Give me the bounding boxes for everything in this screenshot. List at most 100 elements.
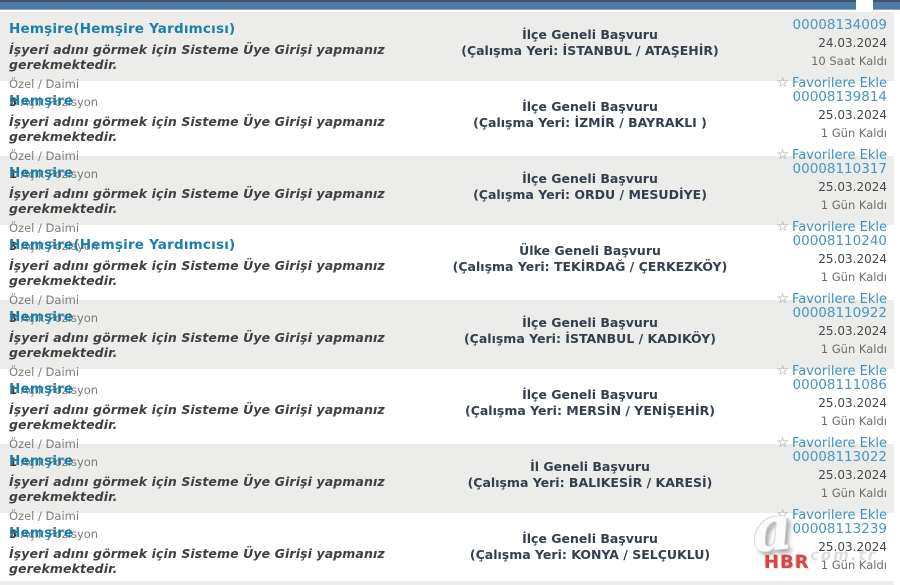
open-positions: 3 Açık Pozisyon: [9, 311, 425, 325]
application-scope: İlçe Geneli Başvuru: [522, 171, 658, 186]
workplace-location: (Çalışma Yeri: ORDU / MESUDİYE): [473, 186, 707, 202]
login-required-notice: İşyeri adını görmek için Sisteme Üye Gir…: [9, 330, 385, 360]
job-title-link[interactable]: Hemşire: [9, 309, 74, 325]
open-positions: 1 Açık Pozisyon: [9, 383, 425, 397]
time-remaining: 1 Gün Kaldı: [820, 414, 887, 428]
favorites-label: Favorilere Ekle: [791, 436, 887, 451]
open-positions-label: Açık Pozisyon: [20, 95, 99, 109]
open-positions-label: Açık Pozisyon: [20, 455, 99, 469]
job-id-link[interactable]: 00008113239: [792, 521, 887, 537]
star-icon: ☆: [776, 291, 789, 307]
job-title-link[interactable]: Hemşire(Hemşire Yardımcısı): [9, 21, 236, 37]
job-id-link[interactable]: 00008113022: [792, 449, 887, 465]
add-to-favorites-link[interactable]: ☆Favorilere Ekle: [776, 147, 887, 163]
star-icon: ☆: [776, 363, 789, 379]
workplace-location: (Çalışma Yeri: İSTANBUL / KADIKÖY): [463, 330, 717, 346]
job-info-column: Hemşire(Hemşire Yardımcısı) İşyeri adını…: [0, 12, 425, 109]
open-positions-count: 1: [9, 167, 18, 181]
next-row-peek: [0, 581, 894, 585]
job-title-link[interactable]: Hemşire: [9, 165, 74, 181]
open-positions-count: 5: [9, 95, 18, 109]
add-to-favorites-link[interactable]: ☆Favorilere Ekle: [776, 291, 887, 307]
application-scope: İlçe Geneli Başvuru: [522, 27, 658, 42]
workplace-location: (Çalışma Yeri: TEKİRDAĞ / ÇERKEZKÖY): [452, 258, 728, 274]
job-info-column: Hemşire(Hemşire Yardımcısı) İşyeri adını…: [0, 228, 425, 325]
time-remaining: 1 Gün Kaldı: [820, 126, 887, 140]
open-positions-count: 3: [9, 311, 18, 325]
job-title-link[interactable]: Hemşire: [9, 381, 74, 397]
listing-date: 25.03.2024: [818, 540, 887, 554]
header-bar-gap: [856, 0, 873, 10]
login-required-notice: İşyeri adını görmek için Sisteme Üye Gir…: [9, 546, 385, 576]
login-required-notice: İşyeri adını görmek için Sisteme Üye Gir…: [9, 474, 385, 504]
add-to-favorites-link[interactable]: ☆Favorilere Ekle: [776, 507, 887, 523]
job-info-column: Hemşire İşyeri adını görmek için Sisteme…: [0, 444, 425, 541]
application-scope: İlçe Geneli Başvuru: [522, 99, 658, 114]
listing-date: 24.03.2024: [818, 36, 887, 50]
job-title-link[interactable]: Hemşire: [9, 525, 74, 541]
workplace-location: (Çalışma Yeri: İSTANBUL / ATAŞEHİR): [461, 42, 719, 58]
header-bar: [0, 0, 900, 10]
listing-meta-column: 00008110922 25.03.2024 1 Gün Kaldı ☆ Favo…: [755, 300, 894, 379]
job-id-link[interactable]: 00008139814: [792, 89, 887, 105]
open-positions: 1 Açık Pozisyon: [9, 455, 425, 469]
open-positions-label: Açık Pozisyon: [20, 239, 99, 253]
open-positions-label: Açık Pozisyon: [20, 383, 99, 397]
job-title-link[interactable]: Hemşire: [9, 93, 74, 109]
job-title-link[interactable]: Hemşire(Hemşire Yardımcısı): [9, 237, 236, 253]
open-positions-count: 3: [9, 239, 18, 253]
job-id-link[interactable]: 00008110317: [792, 161, 887, 177]
job-id-link[interactable]: 00008110922: [792, 305, 887, 321]
job-id-link[interactable]: 00008110240: [792, 233, 887, 249]
favorites-label: Favorilere Ekle: [791, 76, 887, 91]
star-icon: ☆: [776, 75, 789, 91]
listing-date: 25.03.2024: [818, 324, 887, 338]
login-required-notice: İşyeri adını görmek için Sisteme Üye Gir…: [9, 114, 385, 144]
job-listing-row: Hemşire İşyeri adını görmek için Sisteme…: [0, 156, 894, 253]
open-positions-count: 1: [9, 383, 18, 397]
time-remaining: 10 Saat Kaldı: [811, 54, 887, 68]
application-column: İlçe Geneli Başvuru (Çalışma Yeri: ORDU …: [425, 156, 755, 202]
job-listing-row: Hemşire İşyeri adını görmek için Sisteme…: [0, 84, 894, 181]
application-scope: İlçe Geneli Başvuru: [522, 387, 658, 402]
job-listing-row: Hemşire İşyeri adını görmek için Sisteme…: [0, 444, 894, 541]
job-type-label: Özel / Daimi: [9, 221, 80, 235]
add-to-favorites-link[interactable]: ☆Favorilere Ekle: [776, 75, 887, 91]
add-to-favorites-link[interactable]: ☆Favorilere Ekle: [776, 435, 887, 451]
open-positions: 5 Açık Pozisyon: [9, 527, 425, 541]
workplace-location: (Çalışma Yeri: BALIKESİR / KARESİ): [467, 474, 713, 490]
open-positions-count: 5: [9, 527, 18, 541]
open-positions-count: 1: [9, 455, 18, 469]
favorites-label: Favorilere Ekle: [791, 148, 887, 163]
add-to-favorites-link[interactable]: ☆Favorilere Ekle: [776, 219, 887, 235]
login-required-notice: İşyeri adını görmek için Sisteme Üye Gir…: [9, 186, 385, 216]
job-info-column: Hemşire İşyeri adını görmek için Sisteme…: [0, 516, 425, 585]
favorites-label: Favorilere Ekle: [791, 220, 887, 235]
application-column: İlçe Geneli Başvuru (Çalışma Yeri: İSTAN…: [425, 12, 755, 58]
application-scope: Ülke Geneli Başvuru: [519, 243, 661, 258]
application-column: İlçe Geneli Başvuru (Çalışma Yeri: KONYA…: [425, 516, 755, 562]
job-type-label: Özel / Daimi: [9, 365, 80, 379]
listing-meta-column: 00008110240 25.03.2024 1 Gün Kaldı ☆ Favo…: [755, 228, 894, 307]
job-info-column: Hemşire İşyeri adını görmek için Sisteme…: [0, 84, 425, 181]
star-icon: ☆: [776, 147, 789, 163]
listing-date: 25.03.2024: [818, 396, 887, 410]
job-info-column: Hemşire İşyeri adını görmek için Sisteme…: [0, 300, 425, 397]
application-column: İl Geneli Başvuru (Çalışma Yeri: BALIKES…: [425, 444, 755, 490]
job-info-column: Hemşire İşyeri adını görmek için Sisteme…: [0, 156, 425, 253]
job-type-label: Özel / Daimi: [9, 437, 80, 451]
application-column: İlçe Geneli Başvuru (Çalışma Yeri: İZMİR…: [425, 84, 755, 130]
job-id-link[interactable]: 00008134009: [792, 17, 887, 33]
listing-meta-column: 00008110317 25.03.2024 1 Gün Kaldı ☆ Favo…: [755, 156, 894, 235]
application-scope: İl Geneli Başvuru: [530, 459, 650, 474]
time-remaining: 1 Gün Kaldı: [820, 342, 887, 356]
star-icon: ☆: [776, 435, 789, 451]
application-column: İlçe Geneli Başvuru (Çalışma Yeri: MERSİ…: [425, 372, 755, 418]
job-id-link[interactable]: 00008111086: [792, 377, 887, 393]
time-remaining: 1 Gün Kaldı: [820, 270, 887, 284]
open-positions-label: Açık Pozisyon: [20, 167, 99, 181]
open-positions: 3 Açık Pozisyon: [9, 239, 425, 253]
add-to-favorites-link[interactable]: ☆Favorilere Ekle: [776, 363, 887, 379]
job-listing-row: Hemşire(Hemşire Yardımcısı) İşyeri adını…: [0, 12, 894, 109]
job-title-link[interactable]: Hemşire: [9, 453, 74, 469]
